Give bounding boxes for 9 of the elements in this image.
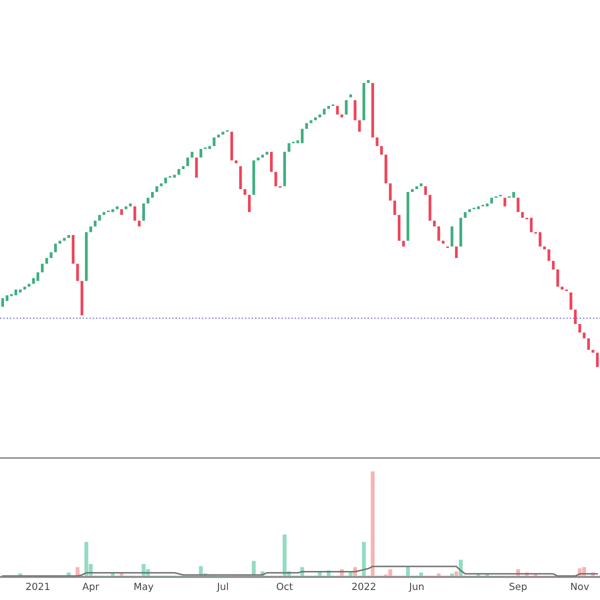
x-tick-label: 2021 (26, 582, 50, 590)
x-tick-label: Oct (276, 582, 293, 590)
x-tick-label: Nov (571, 582, 589, 590)
x-tick-label: Jul (216, 582, 228, 592)
x-tick-label: Sep (510, 582, 527, 592)
x-tick-label: 2022 (352, 582, 376, 590)
x-tick-label: Jun (408, 582, 424, 592)
x-tick-label: Apr (82, 582, 100, 592)
x-tick-label: May (134, 582, 154, 592)
